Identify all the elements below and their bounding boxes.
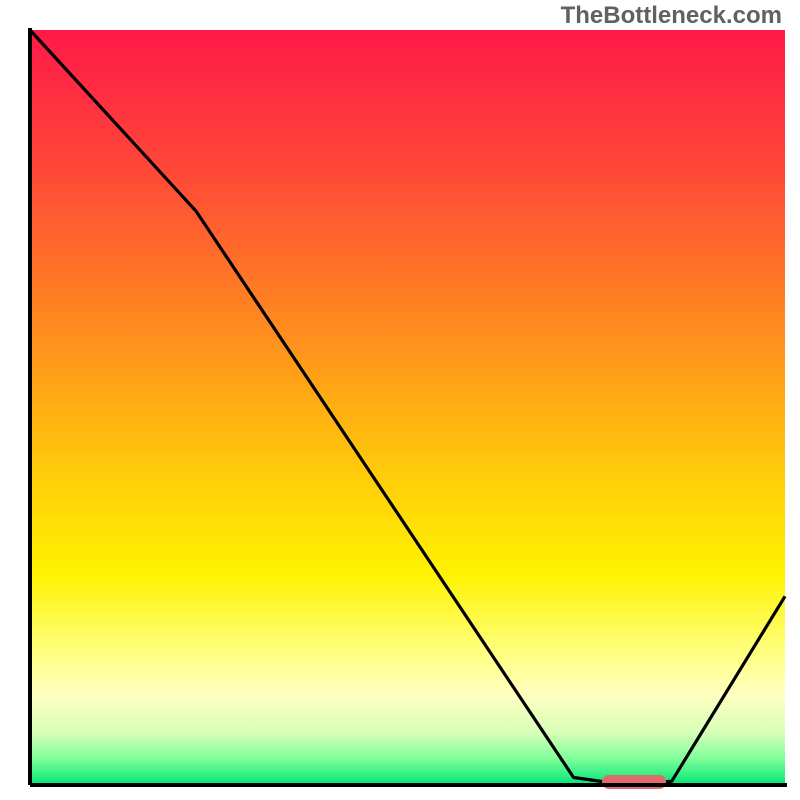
bottleneck-chart: [0, 0, 800, 800]
watermark: TheBottleneck.com: [561, 2, 782, 30]
chart-container: TheBottleneck.com: [0, 0, 800, 800]
